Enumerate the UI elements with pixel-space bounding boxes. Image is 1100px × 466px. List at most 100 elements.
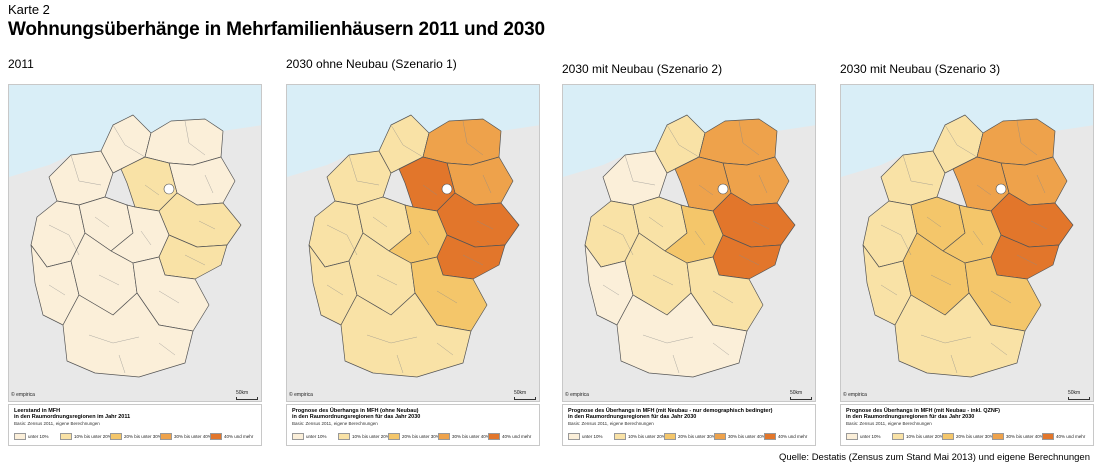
region-boundary xyxy=(204,174,214,194)
choropleth-map xyxy=(563,85,815,378)
scale-label: 50km xyxy=(790,390,803,396)
legend-basis: Basis: Zensus 2011, eigene Berechnungen xyxy=(292,421,378,426)
region-boundary xyxy=(462,120,484,156)
legend-label: 10% bis unter 20% xyxy=(628,434,666,439)
region-boundary xyxy=(902,154,934,186)
legend-label: 40% und mehr xyxy=(224,434,254,439)
region-boundary xyxy=(624,154,656,186)
region-boundary xyxy=(390,124,424,158)
legend-swatch xyxy=(438,433,450,440)
map-credit: © empirica xyxy=(11,392,35,398)
city-enclave xyxy=(717,183,729,195)
map-legend: Prognose des Überhangs in MFH (mit Neuba… xyxy=(840,404,1094,446)
region-boundary xyxy=(98,274,120,286)
map-number: Karte 2 xyxy=(8,2,50,17)
legend-swatch xyxy=(210,433,222,440)
region-south xyxy=(616,292,748,378)
region-boundary xyxy=(694,230,706,246)
legend-swatch xyxy=(846,433,858,440)
map-legend: Prognose des Überhangs in MFH (mit Neuba… xyxy=(562,404,816,446)
source-note: Quelle: Destatis (Zensus zum Stand Mai 2… xyxy=(778,452,1090,463)
region-boundary xyxy=(738,120,760,156)
region-boundary xyxy=(930,274,952,286)
legend-label: 40% und mehr xyxy=(502,434,532,439)
region-boundary xyxy=(184,120,206,156)
scale-label: 50km xyxy=(236,390,249,396)
legend-swatch xyxy=(388,433,400,440)
legend-swatch xyxy=(664,433,676,440)
region-boundary xyxy=(48,284,66,296)
map-credit: © empirica xyxy=(289,392,313,398)
region-boundary xyxy=(672,354,680,374)
region-south xyxy=(894,292,1026,378)
region-boundary xyxy=(880,284,898,296)
legend-swatch xyxy=(14,433,26,440)
region-boundary xyxy=(94,216,110,228)
scale-bar: 50km xyxy=(236,390,260,400)
region-boundary xyxy=(326,224,358,256)
map-label-scenario-3: 2030 mit Neubau (Szenario 3) xyxy=(840,62,1001,76)
region-boundary xyxy=(1036,174,1046,194)
choropleth-map xyxy=(841,85,1093,378)
legend-label: 30% bis unter 40% xyxy=(728,434,766,439)
scale-label: 50km xyxy=(1068,390,1081,396)
legend-classes: unter 10% 10% bis unter 20% 20% bis unter … xyxy=(292,433,538,441)
region-boundary xyxy=(758,174,768,194)
legend-swatch xyxy=(714,433,726,440)
legend-swatch xyxy=(1042,433,1054,440)
region-boundary xyxy=(652,274,674,286)
region-boundary xyxy=(70,154,102,186)
region-boundary xyxy=(926,216,942,228)
region-boundary xyxy=(184,254,206,266)
map-scenario-2 xyxy=(562,84,816,402)
legend-swatch xyxy=(892,433,904,440)
region-boundary xyxy=(418,230,430,246)
region-boundary xyxy=(366,334,418,344)
region-boundary xyxy=(738,254,760,266)
scale-bar: 50km xyxy=(1068,390,1092,400)
map-credit: © empirica xyxy=(565,392,589,398)
region-south xyxy=(62,292,194,378)
region-boundary xyxy=(118,354,126,374)
legend-swatch xyxy=(292,433,304,440)
legend-title: Prognose des Überhangs in MFH (mit Neuba… xyxy=(846,408,1001,420)
region-boundary xyxy=(436,290,458,304)
legend-title: Prognose des Überhangs in MFH (mit Neuba… xyxy=(568,408,773,420)
legend-label: 30% bis unter 40% xyxy=(174,434,212,439)
legend-swatch xyxy=(338,433,350,440)
legend-label: 30% bis unter 40% xyxy=(1006,434,1044,439)
map-label-scenario-1: 2030 ohne Neubau (Szenario 1) xyxy=(286,57,457,71)
legend-swatch xyxy=(764,433,776,440)
region-boundary xyxy=(326,284,344,296)
scale-label: 50km xyxy=(514,390,527,396)
region-boundary xyxy=(944,124,978,158)
region-boundary xyxy=(158,342,176,356)
region-south xyxy=(340,292,472,378)
region-boundary xyxy=(48,224,80,256)
map-scenario-1 xyxy=(286,84,540,402)
region-boundary xyxy=(376,274,398,286)
region-boundary xyxy=(372,216,388,228)
region-boundary xyxy=(348,154,380,186)
map-legend: Prognose des Überhangs in MFH (ohne Neub… xyxy=(286,404,540,446)
map-legend: Leerstand in MFH in den Raumordnungsregio… xyxy=(8,404,262,446)
region-boundary xyxy=(950,354,958,374)
legend-swatch xyxy=(992,433,1004,440)
choropleth-map xyxy=(9,85,261,378)
map-2011 xyxy=(8,84,262,402)
legend-swatch xyxy=(60,433,72,440)
legend-basis: Basis: Zensus 2011, eigene Berechnungen xyxy=(568,421,654,426)
sea-area xyxy=(563,85,815,177)
region-boundary xyxy=(198,220,216,230)
legend-label: 40% und mehr xyxy=(1056,434,1086,439)
region-boundary xyxy=(462,254,484,266)
legend-label: 40% und mehr xyxy=(778,434,808,439)
region-boundary xyxy=(112,124,146,158)
legend-label: unter 10% xyxy=(860,434,881,439)
legend-label: unter 10% xyxy=(306,434,327,439)
legend-label: 20% bis unter 30% xyxy=(678,434,716,439)
legend-label: unter 10% xyxy=(28,434,49,439)
region-boundary xyxy=(602,284,620,296)
region-boundary xyxy=(88,334,140,344)
map-credit: © empirica xyxy=(843,392,867,398)
